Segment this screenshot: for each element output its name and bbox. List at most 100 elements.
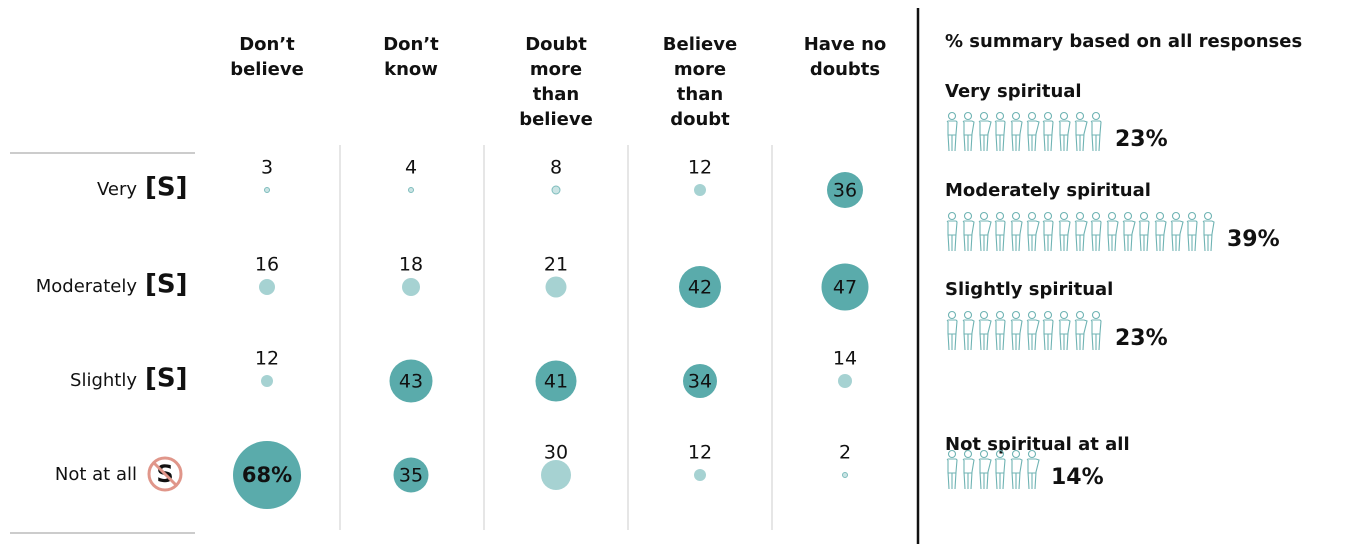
summary-value: 14% — [1051, 465, 1104, 490]
person-body — [1074, 120, 1088, 152]
person-head — [1011, 310, 1021, 320]
person-head — [1043, 310, 1053, 320]
row-icon: [S] — [145, 270, 188, 300]
person-head — [979, 449, 989, 459]
value-label: 12 — [688, 157, 712, 179]
bubble — [389, 359, 433, 403]
value-label: 30 — [544, 442, 568, 464]
person-body — [1026, 220, 1040, 252]
person-head — [1027, 111, 1037, 121]
person-head — [979, 310, 989, 320]
summary-title: % summary based on all responses — [945, 31, 1302, 52]
person-head — [1091, 211, 1101, 221]
person-head — [1123, 211, 1133, 221]
value-label: 68% — [242, 463, 292, 487]
no-icon-ring — [147, 456, 183, 492]
row-icon: [S] — [145, 173, 188, 203]
value-label: 41 — [544, 371, 568, 393]
person-head — [1091, 111, 1101, 121]
person-head — [1059, 111, 1069, 121]
bubble — [679, 266, 721, 308]
row-label: Very — [97, 179, 137, 200]
bubble — [827, 172, 863, 208]
bubble — [545, 276, 567, 298]
person-head — [963, 111, 973, 121]
person-body — [1042, 220, 1054, 252]
value-label: 47 — [833, 277, 857, 299]
person-body — [1010, 319, 1023, 351]
person-head — [963, 449, 973, 459]
person-head — [1203, 211, 1213, 221]
person-body — [1074, 319, 1088, 351]
person-body — [962, 220, 975, 252]
person-body — [1090, 319, 1102, 351]
column-header: Doubt more than believe — [519, 34, 593, 130]
person-head — [979, 211, 989, 221]
person-head — [1043, 111, 1053, 121]
summary-label: Moderately spiritual — [945, 180, 1151, 201]
person-body — [1186, 220, 1198, 252]
person-head — [979, 111, 989, 121]
summary-label: Slightly spiritual — [945, 279, 1113, 300]
summary-label: Not spiritual at all — [945, 434, 1130, 455]
row-label: Slightly — [70, 370, 137, 391]
person-head — [947, 310, 957, 320]
bubble — [233, 441, 301, 509]
person-head — [1027, 211, 1037, 221]
person-body — [962, 319, 975, 351]
person-head — [1011, 211, 1021, 221]
person-head — [995, 111, 1005, 121]
people-icons — [946, 449, 1040, 490]
person-head — [1171, 211, 1181, 221]
people-icons — [946, 111, 1102, 152]
person-head — [1075, 211, 1085, 221]
bubble — [535, 360, 577, 402]
row-icon: [S] — [145, 364, 188, 394]
person-body — [946, 120, 958, 152]
person-body — [1090, 120, 1102, 152]
person-head — [1075, 310, 1085, 320]
person-body — [1202, 220, 1215, 252]
person-body — [978, 319, 992, 351]
person-body — [994, 220, 1006, 252]
value-label: 12 — [688, 442, 712, 464]
person-body — [1010, 120, 1023, 152]
summary-label: Very spiritual — [945, 81, 1082, 102]
person-head — [963, 310, 973, 320]
person-body — [1042, 120, 1054, 152]
person-head — [995, 310, 1005, 320]
value-label: 43 — [399, 371, 423, 393]
person-body — [962, 458, 975, 490]
person-head — [1139, 211, 1149, 221]
person-body — [1170, 220, 1184, 252]
person-body — [1026, 458, 1040, 490]
bubble — [842, 472, 848, 478]
bubble — [261, 375, 273, 387]
column-header: Believe more than doubt — [662, 34, 738, 130]
person-head — [1107, 211, 1117, 221]
person-body — [1058, 220, 1071, 252]
person-head — [1187, 211, 1197, 221]
person-head — [1059, 310, 1069, 320]
bubble — [264, 187, 270, 193]
person-head — [1075, 111, 1085, 121]
person-body — [1042, 319, 1054, 351]
value-label: 18 — [399, 254, 423, 276]
value-label: 35 — [399, 465, 423, 487]
bubble — [838, 374, 852, 388]
bubble — [541, 460, 571, 490]
value-label: 14 — [833, 348, 857, 370]
people-icons — [946, 310, 1102, 351]
person-body — [1010, 220, 1023, 252]
person-head — [995, 449, 1005, 459]
person-body — [1122, 220, 1136, 252]
value-label: 3 — [261, 157, 273, 179]
person-head — [1011, 111, 1021, 121]
value-label: 2 — [839, 442, 851, 464]
value-label: 4 — [405, 157, 417, 179]
value-label: 16 — [255, 254, 279, 276]
person-head — [1027, 449, 1037, 459]
no-icon-slash — [152, 461, 178, 487]
